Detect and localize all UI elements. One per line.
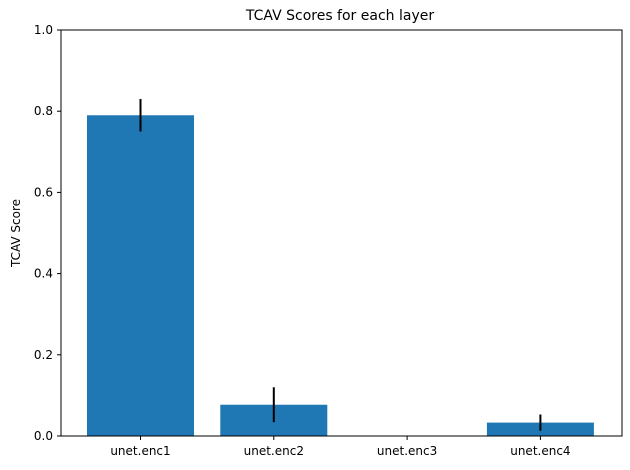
x-tick-label: unet.enc4 [510, 444, 570, 458]
y-tick-label: 0.2 [34, 348, 53, 362]
x-tick-label: unet.enc3 [377, 444, 437, 458]
plot-area: 0.0 0.2 0.4 0.6 0.8 1.0 unet.enc1 unet.enc2 unet… [34, 23, 623, 458]
y-tick-label: 0.8 [34, 104, 53, 118]
y-tick-label: 0.6 [34, 185, 53, 199]
y-tick-label: 0.0 [34, 429, 53, 443]
y-tick-label: 1.0 [34, 23, 53, 37]
x-tick-label: unet.enc2 [244, 444, 304, 458]
axes-frame [60, 29, 623, 437]
chart-title: TCAV Scores for each layer [245, 8, 434, 24]
bar [87, 115, 194, 436]
y-axis-label: TCAV Score [9, 199, 23, 268]
y-tick-label: 0.4 [34, 267, 53, 281]
x-tick-label: unet.enc1 [110, 444, 170, 458]
